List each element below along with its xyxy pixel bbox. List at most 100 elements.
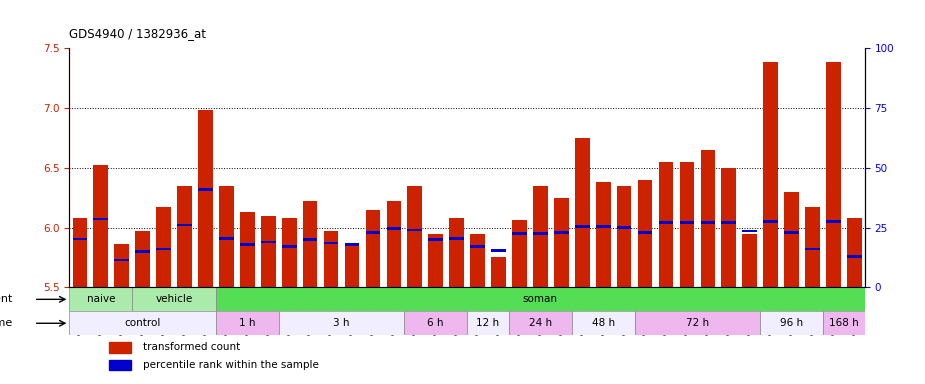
Text: 1 h: 1 h xyxy=(239,318,255,328)
Text: 6 h: 6 h xyxy=(427,318,444,328)
Bar xyxy=(847,255,862,258)
Bar xyxy=(219,185,234,287)
Bar xyxy=(637,180,652,287)
Bar xyxy=(659,162,673,287)
Bar xyxy=(722,222,736,224)
Bar xyxy=(93,165,108,287)
Bar xyxy=(407,185,422,287)
Bar xyxy=(805,207,820,287)
Bar xyxy=(198,188,213,190)
Bar xyxy=(826,220,841,223)
Bar xyxy=(240,212,254,287)
Bar xyxy=(93,218,108,220)
Bar xyxy=(637,231,652,233)
Bar xyxy=(680,222,695,224)
Bar xyxy=(491,257,506,287)
Bar xyxy=(132,287,216,311)
Text: 3 h: 3 h xyxy=(333,318,350,328)
Bar xyxy=(512,232,526,235)
Bar xyxy=(345,244,359,287)
Bar xyxy=(554,231,569,233)
Bar xyxy=(722,168,736,287)
Bar xyxy=(617,185,632,287)
Text: vehicle: vehicle xyxy=(155,294,192,305)
Bar xyxy=(135,250,150,253)
Bar xyxy=(743,230,757,232)
Bar xyxy=(823,311,865,335)
Bar xyxy=(387,201,401,287)
Bar xyxy=(760,311,823,335)
Text: agent: agent xyxy=(0,294,13,305)
Bar xyxy=(512,220,526,287)
Bar xyxy=(72,238,87,240)
Bar xyxy=(282,218,297,287)
Bar xyxy=(109,342,131,353)
Bar xyxy=(784,192,799,287)
Bar xyxy=(450,218,464,287)
Bar xyxy=(659,222,673,224)
Bar xyxy=(847,218,862,287)
Bar xyxy=(261,215,276,287)
Bar xyxy=(509,311,572,335)
Text: soman: soman xyxy=(523,294,558,305)
Bar xyxy=(428,233,443,287)
Bar xyxy=(240,243,254,246)
Bar xyxy=(345,243,359,246)
Bar xyxy=(428,238,443,241)
Bar xyxy=(784,231,799,233)
Bar xyxy=(69,287,132,311)
Bar xyxy=(407,228,422,231)
Bar xyxy=(467,311,509,335)
Text: 48 h: 48 h xyxy=(592,318,615,328)
Bar xyxy=(365,210,380,287)
Bar xyxy=(109,359,131,371)
Bar xyxy=(282,245,297,248)
Bar xyxy=(596,182,611,287)
Text: 72 h: 72 h xyxy=(685,318,709,328)
Text: transformed count: transformed count xyxy=(143,343,240,353)
Bar xyxy=(156,207,171,287)
Bar xyxy=(635,311,760,335)
Bar xyxy=(763,220,778,223)
Bar xyxy=(115,244,129,287)
Bar xyxy=(216,311,278,335)
Bar xyxy=(178,224,191,227)
Bar xyxy=(178,185,191,287)
Bar xyxy=(69,311,216,335)
Bar xyxy=(219,237,234,240)
Text: percentile rank within the sample: percentile rank within the sample xyxy=(143,360,319,370)
Bar xyxy=(700,150,715,287)
Bar xyxy=(216,287,865,311)
Bar xyxy=(324,242,339,244)
Bar xyxy=(278,311,404,335)
Bar xyxy=(680,162,695,287)
Text: 12 h: 12 h xyxy=(476,318,500,328)
Bar xyxy=(617,226,632,229)
Bar xyxy=(324,231,339,287)
Bar xyxy=(533,185,548,287)
Bar xyxy=(450,237,464,240)
Text: GDS4940 / 1382936_at: GDS4940 / 1382936_at xyxy=(69,27,206,40)
Bar xyxy=(533,232,548,235)
Bar xyxy=(365,231,380,233)
Bar xyxy=(572,311,635,335)
Bar xyxy=(404,311,467,335)
Bar xyxy=(135,231,150,287)
Bar xyxy=(826,62,841,287)
Bar xyxy=(156,248,171,250)
Bar xyxy=(763,62,778,287)
Bar xyxy=(115,258,129,261)
Bar xyxy=(72,218,87,287)
Bar xyxy=(302,238,317,241)
Bar xyxy=(387,227,401,230)
Text: 24 h: 24 h xyxy=(529,318,552,328)
Bar xyxy=(302,201,317,287)
Text: 168 h: 168 h xyxy=(829,318,858,328)
Bar xyxy=(596,225,611,228)
Bar xyxy=(700,222,715,224)
Bar xyxy=(743,233,757,287)
Bar xyxy=(554,198,569,287)
Bar xyxy=(575,138,589,287)
Text: time: time xyxy=(0,318,13,328)
Text: 96 h: 96 h xyxy=(780,318,803,328)
